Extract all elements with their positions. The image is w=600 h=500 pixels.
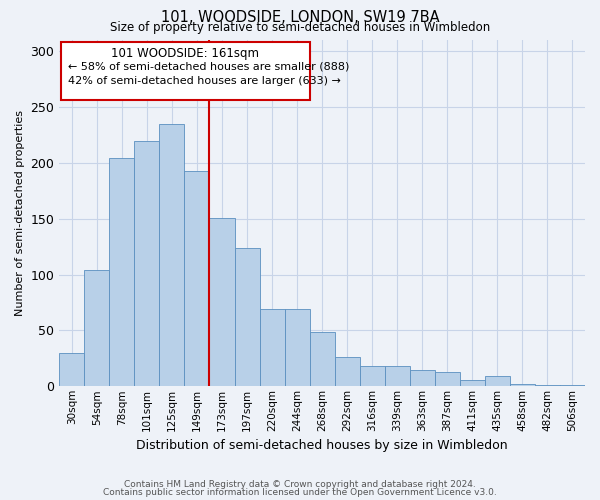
Bar	[284, 309, 310, 386]
Bar	[460, 380, 485, 386]
Bar	[109, 158, 134, 386]
Text: Size of property relative to semi-detached houses in Wimbledon: Size of property relative to semi-detach…	[110, 21, 490, 34]
Bar	[410, 370, 435, 386]
FancyBboxPatch shape	[61, 42, 310, 100]
Bar	[209, 218, 235, 386]
Text: 42% of semi-detached houses are larger (633) →: 42% of semi-detached houses are larger (…	[68, 76, 341, 86]
Text: 101 WOODSIDE: 161sqm: 101 WOODSIDE: 161sqm	[111, 46, 259, 60]
X-axis label: Distribution of semi-detached houses by size in Wimbledon: Distribution of semi-detached houses by …	[136, 440, 508, 452]
Text: ← 58% of semi-detached houses are smaller (888): ← 58% of semi-detached houses are smalle…	[68, 61, 349, 71]
Text: Contains public sector information licensed under the Open Government Licence v3: Contains public sector information licen…	[103, 488, 497, 497]
Bar	[435, 372, 460, 386]
Bar	[59, 353, 85, 386]
Bar	[235, 248, 260, 386]
Bar	[359, 366, 385, 386]
Text: 101, WOODSIDE, LONDON, SW19 7BA: 101, WOODSIDE, LONDON, SW19 7BA	[161, 10, 439, 25]
Y-axis label: Number of semi-detached properties: Number of semi-detached properties	[15, 110, 25, 316]
Bar	[134, 140, 160, 386]
Bar	[85, 270, 109, 386]
Bar	[535, 385, 560, 386]
Bar	[335, 357, 359, 386]
Bar	[260, 309, 284, 386]
Bar	[560, 385, 585, 386]
Bar	[160, 124, 184, 386]
Bar	[310, 332, 335, 386]
Bar	[485, 376, 510, 386]
Bar	[510, 384, 535, 386]
Bar	[385, 366, 410, 386]
Text: Contains HM Land Registry data © Crown copyright and database right 2024.: Contains HM Land Registry data © Crown c…	[124, 480, 476, 489]
Bar	[184, 170, 209, 386]
